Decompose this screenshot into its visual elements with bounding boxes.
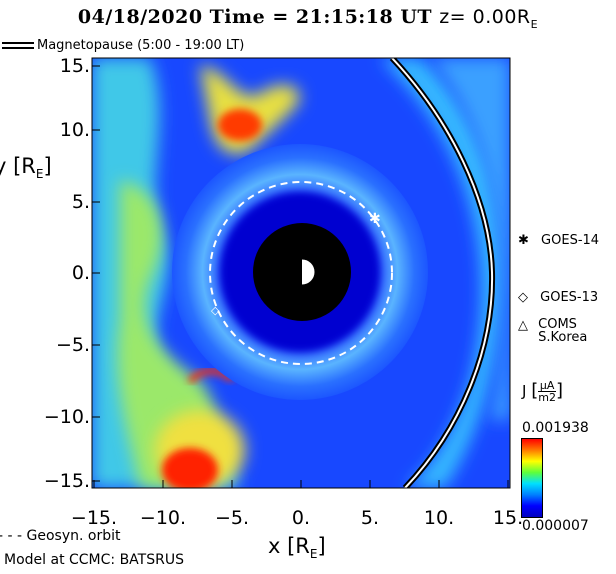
y-tick-label: 15. — [59, 55, 90, 77]
satellite-legend-coms: △ COMS S.Korea — [518, 318, 598, 345]
earth-night-side — [289, 259, 302, 285]
magnetopause-line-center — [391, 58, 494, 488]
y-tick-label: −15. — [43, 470, 90, 492]
title-z: z= 0.00RE — [439, 6, 539, 31]
goes13-marker: ◇ — [211, 304, 220, 317]
satellite-legend-goes13: ◇ GOES-13 — [518, 290, 598, 305]
coms-symbol-icon: △ — [518, 318, 528, 333]
x-tick-label: 15. — [492, 507, 524, 529]
plot-title: 04/18/2020 Time = 21:15:18 UT z= 0.00RE — [0, 6, 616, 31]
x-tick-label: −10. — [139, 507, 187, 529]
y-tick-label: 10. — [59, 119, 90, 141]
x-tick-label: −15. — [70, 507, 118, 529]
magnetopause-legend-label: Magnetopause (5:00 - 19:00 LT) — [37, 38, 245, 53]
x-axis-title: x [RE] — [268, 534, 326, 562]
goes13-symbol-icon: ◇ — [518, 290, 528, 305]
y-tick-label: −10. — [43, 406, 90, 428]
geosync-legend: - - - Geosyn. orbit — [0, 528, 121, 544]
satellite-legend-goes14: ✱ GOES-14 — [518, 233, 599, 248]
goes14-marker: ✱ — [369, 211, 381, 227]
colorbar-max-label: 0.001938 — [522, 420, 589, 436]
x-tick-label: 5. — [360, 507, 380, 529]
y-tick-label: 5. — [71, 191, 90, 213]
colorbar-title: J [μA m2] — [522, 379, 563, 404]
upper-hotspot-red — [218, 109, 262, 141]
colorbar-scale — [521, 438, 543, 518]
coms-label: COMS S.Korea — [538, 317, 588, 345]
x-tick-label: −5. — [214, 507, 250, 529]
goes14-symbol-icon: ✱ — [518, 233, 529, 248]
geosync-orbit — [209, 181, 393, 365]
lower-hotspot-red — [162, 448, 218, 488]
colorbar-min-label: 0.000007 — [522, 518, 589, 534]
y-tick-label: 0. — [71, 262, 90, 284]
goes13-label: GOES-13 — [540, 290, 599, 305]
magnetopause-line-swatch — [2, 42, 34, 49]
sheath-band-outer — [430, 58, 510, 420]
magnetopause-legend: Magnetopause (5:00 - 19:00 LT) — [2, 38, 244, 53]
x-tick-label: 10. — [423, 507, 455, 529]
title-time: 21:15:18 UT — [295, 6, 433, 28]
y-axis-title: y [RE] — [0, 154, 52, 182]
model-credit: Model at CCMC: BATSRUS — [4, 552, 184, 568]
axis-ticks — [92, 65, 509, 488]
title-time-label: Time = — [209, 6, 289, 28]
goes14-label: GOES-14 — [541, 233, 600, 248]
y-tick-label: −5. — [55, 334, 90, 356]
title-date: 04/18/2020 — [77, 6, 203, 28]
x-tick-label: 0. — [291, 507, 311, 529]
